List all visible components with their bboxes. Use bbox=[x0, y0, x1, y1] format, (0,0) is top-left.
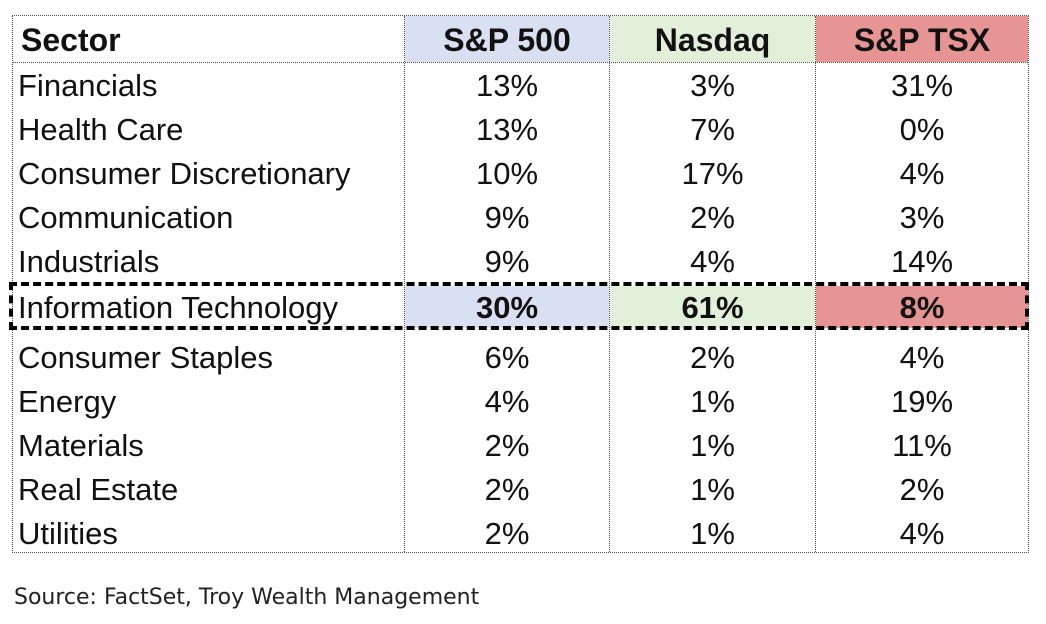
value-nasdaq: 1% bbox=[690, 472, 735, 507]
value-sp500: 13% bbox=[475, 68, 539, 103]
value-tsx: 8% bbox=[899, 290, 945, 325]
value-nasdaq: 7% bbox=[690, 112, 735, 147]
value-nasdaq: 1% bbox=[690, 384, 735, 419]
value-nasdaq: 2% bbox=[690, 340, 735, 375]
value-tsx: 11% bbox=[892, 428, 952, 463]
value-tsx: 4% bbox=[899, 516, 945, 551]
value-nasdaq: 1% bbox=[690, 516, 735, 551]
sector-label: Consumer Staples bbox=[18, 340, 274, 375]
highlight-fill-tsx bbox=[816, 286, 1028, 328]
value-tsx: 4% bbox=[899, 156, 945, 191]
value-sp500: 30% bbox=[475, 290, 539, 325]
value-sp500: 9% bbox=[484, 244, 530, 279]
sector-label: Health Care bbox=[18, 112, 184, 147]
header-divider bbox=[13, 62, 1028, 63]
value-sp500: 2% bbox=[484, 428, 530, 463]
sector-label: Consumer Discretionary bbox=[18, 156, 351, 191]
value-sp500: 10% bbox=[475, 156, 539, 191]
sector-label: Energy bbox=[18, 384, 117, 419]
value-nasdaq: 2% bbox=[690, 200, 735, 235]
source-note: Source: FactSet, Troy Wealth Management bbox=[14, 585, 480, 610]
value-sp500: 2% bbox=[484, 516, 530, 551]
sector-label: Utilities bbox=[18, 516, 118, 551]
sector-label: Communication bbox=[18, 200, 234, 235]
value-tsx: 0% bbox=[899, 112, 945, 147]
value-nasdaq: 17% bbox=[681, 156, 744, 191]
value-tsx: 31% bbox=[890, 68, 954, 103]
value-tsx: 14% bbox=[890, 244, 954, 279]
value-sp500: 2% bbox=[484, 472, 530, 507]
header-nasdaq: Nasdaq bbox=[610, 16, 815, 62]
value-nasdaq: 3% bbox=[690, 68, 735, 103]
value-tsx: 3% bbox=[899, 200, 945, 235]
highlight-fill-nasdaq bbox=[610, 286, 815, 328]
sector-label: Real Estate bbox=[18, 472, 179, 507]
value-tsx: 4% bbox=[899, 340, 945, 375]
sector-label: Materials bbox=[18, 428, 144, 463]
value-sp500: 13% bbox=[475, 112, 539, 147]
value-tsx: 2% bbox=[899, 472, 945, 507]
header-sector: Sector bbox=[21, 22, 121, 58]
header-tsx: S&P TSX bbox=[816, 16, 1028, 62]
value-sp500: 6% bbox=[484, 340, 530, 375]
value-sp500: 4% bbox=[484, 384, 530, 419]
value-nasdaq: 61% bbox=[681, 290, 744, 325]
sector-label: Information Technology bbox=[18, 290, 338, 325]
value-nasdaq: 1% bbox=[690, 428, 735, 463]
header-sp500: S&P 500 bbox=[405, 16, 609, 62]
sector-table: Sector S&P 500 Nasdaq S&P TSX Financials… bbox=[12, 15, 1029, 553]
value-nasdaq: 4% bbox=[690, 244, 735, 279]
value-sp500: 9% bbox=[484, 200, 530, 235]
value-tsx: 19% bbox=[890, 384, 954, 419]
sector-label: Financials bbox=[18, 68, 158, 103]
highlight-fill-sp500 bbox=[405, 286, 609, 328]
sector-label: Industrials bbox=[18, 244, 160, 279]
